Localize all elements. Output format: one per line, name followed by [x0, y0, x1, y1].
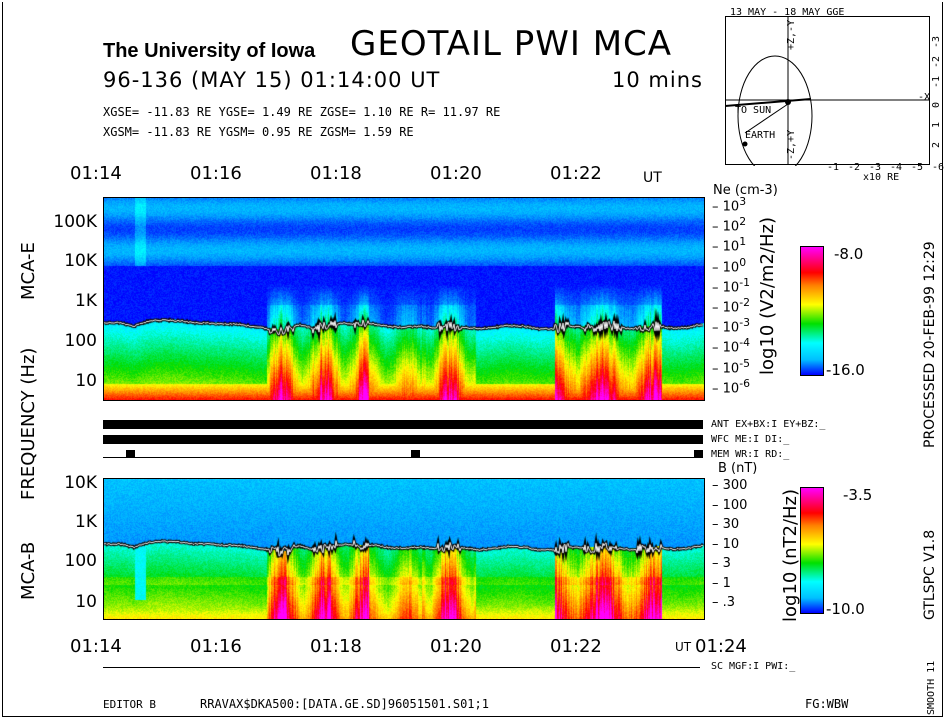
time-tick-label: 01:24: [695, 636, 747, 657]
ne-tick-label: – 10-4: [712, 336, 750, 356]
orbit-y-tick: 1: [931, 121, 942, 128]
orbit-x-tick: -3: [869, 162, 882, 173]
ne-tick-label: – 10-2: [712, 296, 750, 316]
mca-e-colorbar-min: -16.0: [826, 361, 865, 379]
b-tick-label: – 30: [712, 517, 740, 532]
frequency-tick-label: 10K: [64, 473, 97, 493]
mca-b-title: MCA-B: [18, 541, 39, 600]
mca-b-colorbar-max: -3.5: [843, 486, 873, 504]
orbit-plot: [725, 16, 930, 166]
frequency-tick-label: 10: [75, 592, 97, 612]
time-tick-label: 01:14: [70, 636, 122, 657]
orbit-y-tick: -3: [931, 35, 942, 48]
fg-label: FG:WBW: [805, 697, 849, 711]
wfc-status: WFC ME:I DI:_: [711, 434, 790, 445]
b-tick-label: – 100: [712, 497, 748, 513]
data-file: RRAVAX$DKA500:[DATA.GE.SD]96051501.S01;1: [200, 697, 489, 711]
orbit-x-tick: -2: [848, 162, 861, 173]
smooth-label: SMOOTH 11: [926, 660, 937, 715]
time-tick-label: 01:18: [310, 163, 362, 184]
version: GTLSPC V1.8: [922, 529, 938, 620]
orbit-y-tick: 2: [931, 141, 942, 148]
ne-tick-label: – 101: [712, 235, 747, 255]
mem-marker: [126, 450, 135, 457]
b-axis-label: B (nT): [718, 461, 758, 476]
gse-coords: XGSE= -11.83 RE YGSE= 1.49 RE ZGSE= 1.10…: [103, 105, 501, 119]
orbit-sun-label: TO SUN: [735, 105, 772, 116]
orbit-title: 13 MAY - 18 MAY GGE: [730, 7, 845, 18]
time-tick-label: 01:16: [190, 636, 242, 657]
b-tick-label: – 10: [712, 536, 740, 552]
orbit-y-tick: -1: [931, 75, 942, 88]
time-tick-label: 01:22: [550, 163, 602, 184]
b-tick-label: – .3: [712, 595, 736, 610]
orbit-y-top-label: +Z,-Y: [786, 19, 797, 50]
institution: The University of Iowa: [103, 40, 316, 62]
editor-label: EDITOR B: [103, 698, 156, 711]
top-ut-label: UT: [643, 170, 662, 186]
time-tick-label: 01:20: [430, 163, 482, 184]
orbit-y-tick: -2: [931, 55, 942, 68]
time-tick-label: 01:20: [430, 636, 482, 657]
frequency-tick-label: 1K: [75, 291, 97, 311]
ne-axis-label: Ne (cm-3): [713, 183, 778, 198]
mca-e-colorbar: [800, 246, 824, 376]
frequency-tick-label: 100: [64, 331, 97, 351]
mca-e-title: MCA-E: [18, 242, 39, 300]
time-tick-label: 01:18: [310, 636, 362, 657]
sc-status-line: [103, 667, 700, 668]
frequency-tick-label: 1K: [75, 512, 97, 532]
frequency-tick-label: 10: [75, 371, 97, 391]
wfc-status-bar: [103, 435, 703, 444]
orbit-earth-label: EARTH: [745, 130, 776, 141]
orbit-y-tick: 0: [931, 101, 942, 108]
time-tick-label: 01:14: [70, 163, 122, 184]
time-tick-label: 01:16: [190, 163, 242, 184]
orbit-x-tick: -5: [911, 162, 924, 173]
ne-tick-label: – 10-6: [712, 376, 750, 397]
ne-tick-label: – 100: [712, 255, 747, 275]
mca-b-colorbar: [800, 487, 824, 614]
bottom-ut-label: UT: [675, 640, 692, 654]
duration: 10 mins: [612, 68, 703, 92]
b-tick-label: – 300: [712, 478, 748, 493]
b-tick-label: – 1: [712, 575, 731, 591]
orbit-x-axis-label: -X: [918, 92, 931, 103]
mca-e-spectrogram: [103, 197, 705, 401]
b-tick-label: – 3: [712, 556, 731, 571]
ant-status: ANT EX+BX:I EY+BZ:_: [711, 419, 826, 430]
mca-e-colorbar-label: log10 (V2/m2/Hz): [757, 217, 778, 375]
ne-tick-label: – 10-1: [712, 275, 750, 296]
orbit-x-tick: -1: [827, 162, 840, 173]
mem-status: MEM WR:I RD:_: [711, 449, 790, 460]
ne-tick-label: – 10-3: [712, 316, 750, 336]
orbit-y-bottom-label: -Z,+Y: [786, 129, 797, 160]
page-title: GEOTAIL PWI MCA: [350, 24, 673, 64]
sc-status: SC MGF:I PWI:_: [711, 661, 796, 672]
ne-tick-label: – 10-5: [712, 356, 750, 376]
time-tick-label: 01:22: [550, 636, 602, 657]
mem-status-line: [103, 457, 703, 458]
orbit-x-tick: -6: [932, 162, 945, 173]
mca-b-spectrogram: [103, 478, 705, 620]
mca-e-colorbar-max: -8.0: [834, 245, 864, 263]
datetime: 96-136 (MAY 15) 01:14:00 UT: [103, 68, 441, 92]
mca-b-colorbar-label: log10 (nT2/Hz): [780, 488, 801, 622]
ne-tick-label: – 102: [712, 215, 747, 235]
orbit-x-tick: -4: [890, 162, 903, 173]
orbit-x-unit: x10 RE: [863, 172, 900, 183]
mca-b-colorbar-min: -10.0: [826, 600, 865, 618]
gsm-coords: XGSM= -11.83 RE YGSM= 0.95 RE ZGSM= 1.59…: [103, 125, 414, 139]
frequency-tick-label: 100K: [53, 212, 97, 232]
frequency-tick-label: 100: [64, 551, 97, 571]
processed-date: PROCESSED 20-FEB-99 12:29: [922, 241, 938, 448]
mem-marker: [694, 450, 703, 457]
ne-tick-label: – 103: [712, 195, 747, 215]
ant-status-bar: [103, 420, 703, 429]
frequency-tick-label: 10K: [64, 251, 97, 271]
mem-marker: [411, 450, 420, 457]
